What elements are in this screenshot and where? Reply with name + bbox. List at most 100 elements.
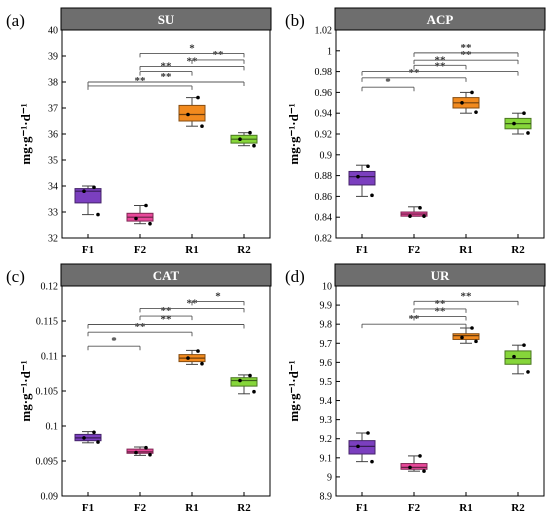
panel-label: (c) xyxy=(6,267,25,286)
box-f1 xyxy=(348,431,376,464)
data-point xyxy=(526,370,530,374)
significance-label: ** xyxy=(161,71,173,83)
x-tick-label: R2 xyxy=(511,502,525,514)
significance-label: ** xyxy=(461,290,473,302)
data-point xyxy=(248,373,252,378)
y-axis-label: mg·g⁻¹·d⁻¹ xyxy=(286,103,301,164)
y-tick-label: 0.84 xyxy=(315,213,333,224)
y-axis-label: mg·g⁻¹·d⁻¹ xyxy=(18,103,33,164)
y-tick-label: 0.1 xyxy=(46,422,59,433)
significance-bracket: ** xyxy=(361,313,467,329)
significance-label: * xyxy=(189,42,195,54)
x-tick-label: F1 xyxy=(356,244,368,256)
y-tick-label: 0.82 xyxy=(315,234,333,245)
y-tick-label: 34 xyxy=(48,182,58,193)
box-f1 xyxy=(74,185,102,217)
box-body xyxy=(348,440,376,455)
significance-label: ** xyxy=(213,49,225,61)
data-point xyxy=(238,137,242,141)
x-tick-label: R2 xyxy=(237,502,251,514)
data-point xyxy=(512,354,516,359)
x-tick-label: R1 xyxy=(459,244,472,256)
y-tick-label: 0.88 xyxy=(315,171,333,182)
data-point xyxy=(522,343,526,347)
significance-bracket: ** xyxy=(361,67,467,82)
panel-title: UR xyxy=(431,268,450,283)
data-point xyxy=(196,349,200,353)
x-tick-label: F1 xyxy=(82,502,94,514)
y-tick-label: 9.7 xyxy=(320,339,333,350)
y-tick-label: 38 xyxy=(48,78,58,89)
data-point xyxy=(200,124,204,128)
data-point xyxy=(460,335,464,340)
data-point xyxy=(366,164,370,169)
data-point xyxy=(82,436,86,440)
box-r2 xyxy=(504,343,532,375)
box-f1 xyxy=(74,430,102,444)
box-body xyxy=(74,188,102,204)
data-point xyxy=(96,212,100,217)
panel-ur: UR (d) 8.9 9 9.1 9.2 9.3 9.4 9.5 9.6 9.7 9.8 9.9 10 mg… xyxy=(285,263,546,514)
data-point xyxy=(512,121,516,126)
y-tick-label: 0.09 xyxy=(41,492,59,503)
box-f1 xyxy=(348,164,376,198)
y-tick-label: 1 xyxy=(327,46,332,57)
y-tick-label: 9.2 xyxy=(320,434,333,445)
data-point xyxy=(144,445,148,450)
x-tick-label: R2 xyxy=(511,244,525,256)
y-tick-label: 37 xyxy=(48,104,58,115)
data-point xyxy=(252,389,256,394)
y-tick-label: 0.9 xyxy=(320,150,333,161)
y-tick-label: 1.02 xyxy=(315,26,333,37)
y-tick-label: 36 xyxy=(48,130,58,141)
data-point xyxy=(356,174,360,179)
box-body xyxy=(178,104,206,122)
y-tick-label: 33 xyxy=(48,208,58,219)
significance-bracket: * xyxy=(191,290,245,306)
data-point xyxy=(370,459,374,464)
box-r1 xyxy=(452,90,480,114)
data-point xyxy=(186,112,190,117)
box-body xyxy=(452,333,480,340)
significance-bracket: * xyxy=(87,335,141,351)
significance-bracket: ** xyxy=(413,306,467,321)
y-axis-label: mg·g⁻¹·d⁻¹ xyxy=(286,360,301,421)
significance-bracket: ** xyxy=(87,321,193,337)
significance-label: * xyxy=(215,290,221,302)
panel-label: (b) xyxy=(285,11,305,30)
panel-su: SU (a) 32 33 34 35 36 37 38 39 40 mg·g⁻¹·d⁻¹ F1 F2 R1 R… xyxy=(6,7,272,256)
significance-bracket: ** xyxy=(413,42,519,57)
y-tick-label: 9.5 xyxy=(320,377,333,388)
data-point xyxy=(92,430,96,435)
box-body xyxy=(230,377,258,387)
data-point xyxy=(408,214,412,218)
panel-title: ACP xyxy=(427,12,454,27)
significance-label: ** xyxy=(461,49,473,61)
x-tick-label: R2 xyxy=(237,244,251,256)
y-tick-label: 32 xyxy=(48,234,58,245)
data-point xyxy=(248,130,252,135)
data-point xyxy=(186,356,190,360)
y-tick-label: 0.98 xyxy=(315,67,333,78)
data-point xyxy=(474,110,478,114)
significance-label: ** xyxy=(435,61,447,73)
box-body xyxy=(400,463,428,470)
significance-bracket: ** xyxy=(87,314,245,329)
significance-bracket: ** xyxy=(413,298,467,313)
y-tick-label: 35 xyxy=(48,156,58,167)
box-body xyxy=(504,350,532,365)
x-tick-label: F2 xyxy=(408,244,421,256)
significance-bracket: ** xyxy=(87,75,193,90)
data-point xyxy=(470,90,474,95)
data-point xyxy=(92,185,96,190)
x-tick-label: R1 xyxy=(185,502,198,514)
data-point xyxy=(474,339,478,344)
y-axis-label: mg·g⁻¹·d⁻¹ xyxy=(18,360,33,421)
data-point xyxy=(422,469,426,473)
data-point xyxy=(418,454,422,458)
significance-label: ** xyxy=(135,75,147,87)
x-tick-label: F1 xyxy=(356,502,368,514)
y-tick-label: 9.8 xyxy=(320,320,333,331)
y-tick-label: 0.96 xyxy=(315,88,333,99)
